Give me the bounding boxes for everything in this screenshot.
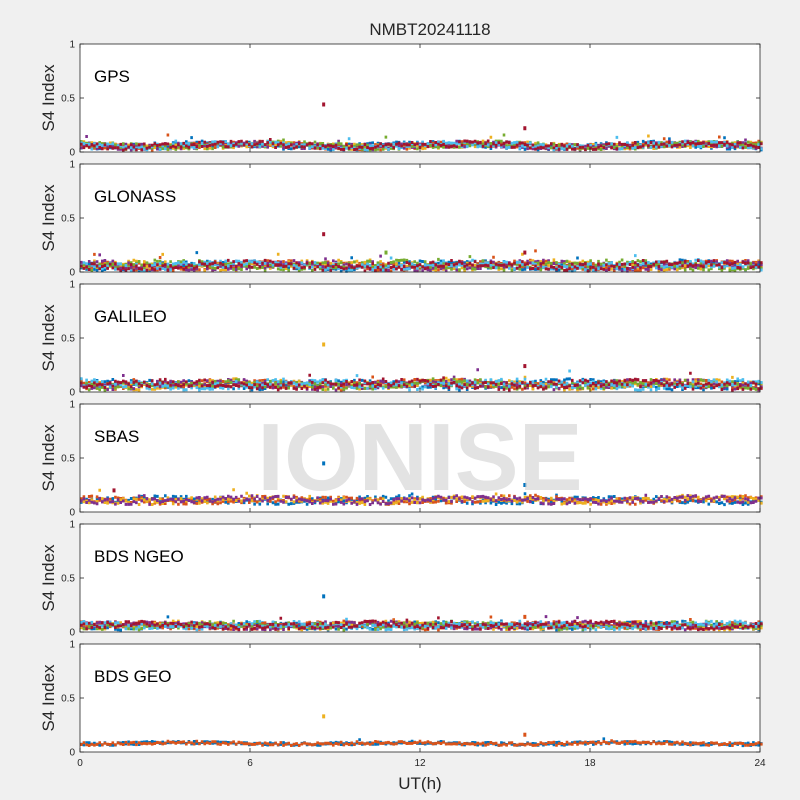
outlier-point (322, 594, 326, 599)
y-tick-label: 1 (69, 640, 75, 651)
y-tick-label: 0.5 (61, 94, 75, 105)
y-ticks: 00.51 (61, 640, 760, 759)
outlier-point (322, 461, 326, 466)
y-tick-label: 0.5 (61, 574, 75, 585)
plot-area (80, 164, 760, 272)
panel-label: GALILEO (94, 307, 167, 326)
y-axis-label: S4 Index (39, 184, 58, 252)
outlier-point (322, 342, 326, 347)
series-trace-7 (80, 616, 763, 632)
y-ticks: 00.51 (61, 280, 760, 399)
y-tick-label: 1 (69, 400, 75, 411)
x-ticks: 0 6 12 18 24 (77, 644, 766, 769)
series-trace-1 (80, 251, 763, 273)
panel-label: GLONASS (94, 187, 176, 206)
outlier-point (523, 364, 527, 369)
data-points (80, 714, 763, 748)
x-tick-label: 0 (77, 758, 83, 769)
outlier-point (523, 732, 527, 737)
data-points (80, 461, 763, 507)
plot-area (80, 644, 760, 752)
x-tick-label: 6 (247, 758, 253, 769)
y-tick-label: 1 (69, 280, 75, 291)
x-tick-label: 18 (584, 758, 596, 769)
y-axis-label: S4 Index (39, 304, 58, 372)
y-tick-label: 0 (69, 148, 75, 159)
y-axis-label: S4 Index (39, 64, 58, 132)
x-tick-label: 24 (754, 758, 766, 769)
y-tick-label: 0 (69, 268, 75, 279)
y-ticks: 00.51 (61, 520, 760, 639)
figure-title: NMBT20241118 (369, 20, 490, 39)
x-tick-label: 12 (414, 758, 426, 769)
y-axis-label: S4 Index (39, 424, 58, 492)
y-tick-label: 0.5 (61, 694, 75, 705)
watermark: IONISE (257, 404, 582, 511)
panel-label: SBAS (94, 427, 139, 446)
y-axis-label: S4 Index (39, 664, 58, 732)
panel-label: GPS (94, 67, 130, 86)
outlier-point (322, 714, 326, 719)
y-tick-label: 1 (69, 160, 75, 171)
outlier-point (322, 102, 326, 107)
series-trace-6 (80, 369, 763, 392)
data-points (80, 594, 763, 632)
y-tick-label: 1 (69, 40, 75, 51)
y-tick-label: 0.5 (61, 214, 75, 225)
y-ticks: 00.51 (61, 40, 760, 159)
data-points (80, 102, 763, 152)
outlier-point (112, 488, 116, 493)
y-tick-label: 0.5 (61, 334, 75, 345)
y-ticks: 00.51 (61, 400, 760, 519)
series-trace-4 (80, 493, 763, 506)
outlier-point (523, 250, 527, 255)
plot-area (80, 284, 760, 392)
panel-label: BDS NGEO (94, 547, 184, 566)
data-points (80, 232, 763, 273)
outlier-point (322, 232, 326, 237)
y-tick-label: 1 (69, 520, 75, 531)
series-trace-7 (80, 371, 763, 392)
data-points (80, 342, 763, 392)
series-trace-7 (80, 258, 763, 273)
y-tick-label: 0.5 (61, 454, 75, 465)
x-ticks (79, 44, 761, 152)
plot-area (80, 524, 760, 632)
y-tick-label: 0 (69, 748, 75, 759)
series-trace-2 (80, 739, 763, 747)
panel-label: BDS GEO (94, 667, 171, 686)
x-ticks (79, 164, 761, 272)
outlier-point (523, 614, 527, 619)
outlier-point (523, 483, 527, 487)
y-axis-label: S4 Index (39, 544, 58, 612)
series-trace-7 (80, 138, 763, 152)
outlier-point (384, 250, 388, 255)
y-tick-label: 0 (69, 628, 75, 639)
x-ticks (79, 404, 761, 512)
y-tick-label: 0 (69, 388, 75, 399)
series-trace-3 (80, 488, 763, 506)
y-ticks: 00.51 (61, 160, 760, 279)
plot-area (80, 44, 760, 152)
outlier-point (523, 126, 527, 131)
x-ticks (79, 524, 761, 632)
x-ticks (79, 284, 761, 392)
y-tick-label: 0 (69, 508, 75, 519)
series-trace-6 (80, 254, 763, 273)
x-axis-label: UT(h) (398, 774, 441, 793)
